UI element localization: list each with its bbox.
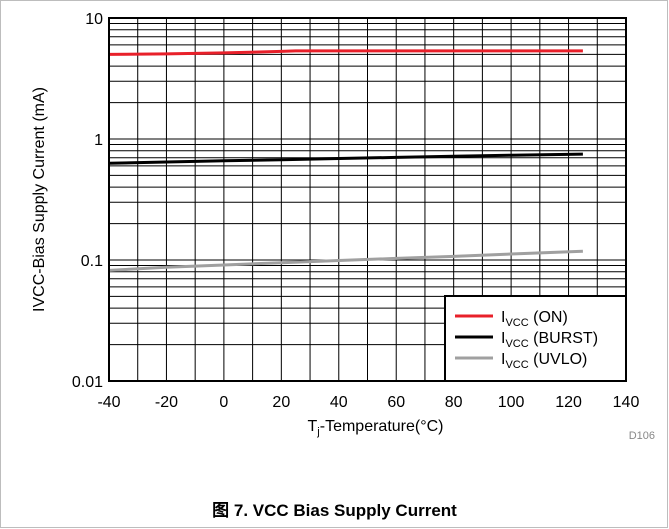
- x-tick-labels: -40 -20 0 20 40 60 80 100 120 140: [97, 394, 639, 411]
- plot-border: [108, 17, 627, 382]
- y-tick-label: 1: [94, 132, 103, 149]
- legend-label-1: IVCC (BURST): [501, 330, 598, 350]
- legend-label-part: (UVLO): [529, 351, 588, 368]
- y-tick-label: 0.01: [72, 374, 103, 391]
- x-tick-label: -40: [97, 394, 120, 411]
- legend-label-0: IVCC (ON): [501, 309, 568, 329]
- legend-label-part: I: [501, 330, 505, 347]
- x-tick-label: 60: [387, 394, 405, 411]
- y-axis-label: IVCC-Bias Supply Current (mA): [31, 87, 48, 312]
- x-tick-label: 140: [613, 394, 640, 411]
- legend-label-part: VCC: [505, 338, 528, 350]
- legend-label-part: I: [501, 351, 505, 368]
- legend-label-part: VCC: [505, 359, 528, 371]
- y-tick-labels: 0.01 0.1 1 10: [72, 11, 103, 391]
- x-tick-label: 0: [219, 394, 228, 411]
- x-axis-label-rest: -Temperature(°C): [320, 418, 444, 435]
- x-tick-label: -20: [155, 394, 178, 411]
- y-tick-label: 0.1: [81, 253, 103, 270]
- x-axis-label: Tj-Temperature(°C): [308, 418, 444, 438]
- x-tick-label: 20: [272, 394, 290, 411]
- x-tick-label: 80: [445, 394, 463, 411]
- x-axis-label-sub: j: [316, 426, 319, 438]
- legend: IVCC (ON)IVCC (BURST)IVCC (UVLO): [444, 295, 627, 382]
- series-line-0: [108, 49, 583, 56]
- y-tick-label: 10: [85, 11, 103, 28]
- figure-caption: 图 7. VCC Bias Supply Current: [212, 501, 457, 520]
- grid: [108, 18, 627, 382]
- legend-label-part: VCC: [505, 317, 528, 329]
- legend-label-part: I: [501, 309, 505, 326]
- x-axis-label-main: T: [308, 418, 318, 435]
- x-tick-label: 120: [555, 394, 582, 411]
- x-tick-label: 100: [498, 394, 525, 411]
- x-tick-label: 40: [330, 394, 348, 411]
- series-line-1: [108, 152, 583, 165]
- series-line-2: [108, 249, 583, 272]
- legend-label-part: (ON): [529, 309, 568, 326]
- figure-code: D106: [629, 430, 655, 442]
- legend-label-2: IVCC (UVLO): [501, 351, 587, 371]
- legend-label-part: (BURST): [529, 330, 598, 347]
- series-lines: [108, 49, 583, 272]
